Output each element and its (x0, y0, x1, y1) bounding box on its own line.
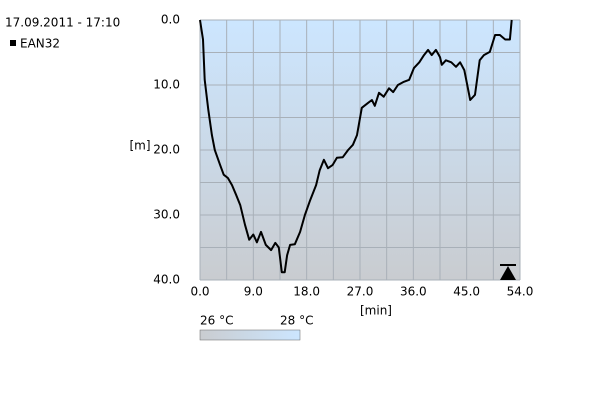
y-axis-label: [m] (129, 139, 150, 153)
x-tick-label: 45.0 (453, 285, 480, 299)
x-axis-label: [min] (360, 304, 392, 318)
x-tick-label: 27.0 (347, 285, 374, 299)
chart-title: 17.09.2011 - 17:10 (5, 16, 120, 30)
x-tick-label: 54.0 (507, 285, 534, 299)
legend-label: EAN32 (20, 37, 60, 51)
x-tick-label: 18.0 (293, 285, 320, 299)
legend-swatch (10, 40, 16, 46)
y-tick-label: 20.0 (153, 143, 180, 157)
x-tick-label: 9.0 (244, 285, 263, 299)
y-tick-label: 40.0 (153, 273, 180, 287)
y-tick-label: 10.0 (153, 78, 180, 92)
end-marker-triangle (500, 266, 516, 280)
colorbar-label: 28 °C (280, 314, 313, 328)
y-tick-label: 30.0 (153, 208, 180, 222)
end-marker (500, 264, 516, 280)
depth-line (199, 19, 513, 274)
x-tick-label: 36.0 (400, 285, 427, 299)
colorbar-label: 26 °C (200, 314, 233, 328)
colorbar (199, 329, 301, 341)
x-tick-label: 0.0 (190, 285, 209, 299)
y-tick-label: 0.0 (161, 13, 180, 27)
